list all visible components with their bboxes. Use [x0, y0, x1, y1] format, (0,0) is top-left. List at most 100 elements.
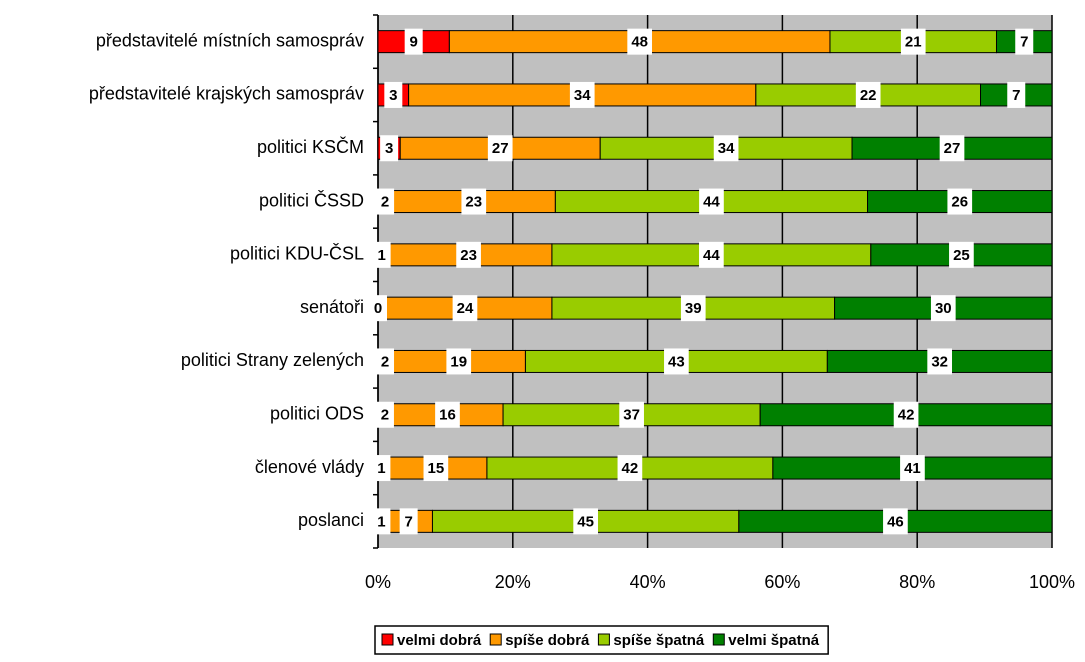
data-label-box: [627, 28, 653, 55]
x-tick-label: 80%: [899, 572, 935, 592]
data-label: 7: [404, 513, 412, 530]
legend-swatch: [712, 633, 725, 646]
data-label-group: 39: [680, 295, 706, 322]
data-label-box: [380, 135, 399, 162]
legend-label: velmi špatná: [728, 632, 820, 649]
data-label-group: 44: [699, 188, 724, 215]
data-label-box: [376, 188, 395, 215]
data-label: 21: [905, 34, 922, 51]
data-label: 15: [428, 460, 445, 477]
data-label-box: [883, 508, 908, 535]
data-label-group: 9: [404, 28, 423, 55]
data-label: 44: [703, 247, 720, 264]
data-label-box: [573, 508, 598, 535]
x-tick-label: 100%: [1029, 572, 1075, 592]
data-label-group: 3: [384, 81, 403, 108]
data-label-group: 30: [930, 295, 956, 322]
y-tick-label: politici ODS: [270, 404, 364, 424]
data-label: 30: [935, 300, 952, 317]
data-label: 24: [457, 300, 474, 317]
data-label-group: 26: [947, 188, 973, 215]
data-label: 19: [450, 353, 467, 370]
data-label-box: [680, 295, 706, 322]
data-label-group: 44: [699, 241, 724, 268]
data-label-box: [939, 135, 965, 162]
x-tick-label: 60%: [764, 572, 800, 592]
x-tick-label: 0%: [365, 572, 391, 592]
data-label: 7: [1012, 87, 1020, 104]
data-label: 39: [685, 300, 702, 317]
data-label-group: 1: [372, 241, 391, 268]
data-label-group: 27: [939, 135, 965, 162]
data-label-group: 34: [569, 81, 595, 108]
data-label-box: [617, 455, 643, 482]
data-label: 25: [953, 247, 970, 264]
data-label: 3: [385, 140, 393, 157]
data-label-group: 7: [1015, 28, 1034, 55]
data-label-group: 21: [900, 28, 926, 55]
data-label: 34: [718, 140, 735, 157]
data-label-box: [713, 135, 739, 162]
data-label-group: 45: [573, 508, 598, 535]
data-label-box: [384, 81, 403, 108]
data-label-box: [461, 188, 487, 215]
data-label: 42: [898, 407, 915, 424]
data-label-group: 43: [664, 348, 689, 375]
data-label: 1: [377, 247, 385, 264]
y-tick-label: politici KDU-ČSL: [230, 243, 364, 264]
data-label-box: [619, 401, 644, 428]
data-label-group: 32: [927, 348, 953, 375]
data-label: 27: [944, 140, 961, 157]
data-label-group: 25: [949, 241, 974, 268]
data-label: 48: [631, 34, 648, 51]
data-label-group: 22: [855, 81, 881, 108]
data-label-box: [423, 455, 449, 482]
y-tick-label: politici ČSSD: [259, 189, 364, 210]
data-label-group: 37: [619, 401, 644, 428]
data-label: 3: [389, 87, 397, 104]
data-label-group: 23: [461, 188, 487, 215]
data-label-group: 42: [893, 401, 919, 428]
y-tick-label: politici Strany zelených: [181, 350, 364, 370]
data-label-box: [855, 81, 881, 108]
legend-swatch: [489, 633, 502, 646]
legend: velmi dobrá spíše dobrá spíše špatná velmi …: [374, 625, 829, 655]
data-label: 37: [623, 407, 640, 424]
data-label-box: [372, 455, 391, 482]
y-tick-label: představitelé místních samospráv: [96, 30, 364, 50]
data-label: 2: [381, 407, 389, 424]
data-label-group: 2: [376, 188, 395, 215]
data-label: 9: [410, 34, 418, 51]
legend-label: velmi dobrá: [397, 632, 482, 649]
data-label-box: [664, 348, 689, 375]
data-label-group: 23: [456, 241, 481, 268]
data-label-box: [399, 508, 418, 535]
data-label: 22: [860, 87, 877, 104]
y-tick-label: senátoři: [300, 297, 364, 317]
data-label: 34: [574, 87, 591, 104]
data-label-box: [487, 135, 513, 162]
data-label: 42: [622, 460, 639, 477]
data-label-group: 0: [369, 295, 387, 322]
data-label: 0: [374, 300, 382, 317]
data-label-group: 15: [423, 455, 449, 482]
data-label-group: 3: [380, 135, 399, 162]
data-label-box: [446, 348, 472, 375]
legend-swatch: [597, 633, 610, 646]
legend-label: spíše špatná: [613, 632, 705, 649]
data-label-group: 24: [452, 295, 478, 322]
data-label-box: [369, 295, 387, 322]
data-label: 32: [931, 353, 948, 370]
data-label-group: 27: [487, 135, 513, 162]
data-label-box: [949, 241, 974, 268]
data-label-box: [404, 28, 423, 55]
data-label-box: [900, 455, 925, 482]
x-tick-label: 20%: [495, 572, 531, 592]
legend-swatch: [381, 633, 394, 646]
data-label-group: 7: [399, 508, 418, 535]
data-label-group: 1: [372, 455, 391, 482]
data-label-group: 34: [713, 135, 739, 162]
data-label-box: [927, 348, 953, 375]
y-tick-label: členové vlády: [255, 457, 364, 477]
